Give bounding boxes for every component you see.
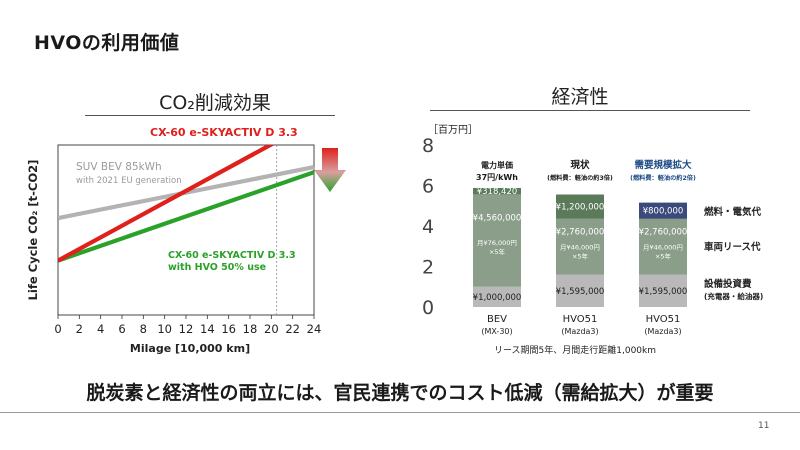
cost-y-tick-label: 0	[422, 297, 434, 319]
cost-y-tick-label: 4	[422, 216, 434, 238]
cost-category-header: 需要規模拡大	[634, 159, 692, 171]
cost-bar-value-label: ¥1,000,000	[473, 293, 522, 303]
cost-legend-fuel: 燃料・電気代	[704, 206, 762, 218]
page-number: 11	[758, 421, 770, 431]
co2-x-tick-label: 10	[157, 322, 172, 336]
cost-category-sub: (Mazda3)	[644, 327, 681, 336]
co2-x-tick-label: 18	[243, 322, 258, 336]
cost-category-header-sub: (燃料費：軽油の約3倍)	[547, 174, 613, 182]
cost-bar-value-label: ¥1,595,000	[639, 287, 688, 297]
co2-x-tick-label: 22	[285, 322, 300, 336]
cost-legend-equipment-sub: (充電器・給油器)	[704, 291, 763, 301]
cost-category-header: 電力単価	[481, 160, 513, 170]
cost-bar-segment	[556, 194, 604, 219]
co2-panel-title-underline	[85, 115, 335, 116]
co2-series-line-green	[58, 170, 315, 263]
co2-x-tick-label: 8	[140, 322, 147, 336]
co2-x-tick-label: 24	[307, 322, 322, 336]
conclusion-statement: 脱炭素と経済性の両立には、官民連携でのコスト低減（需給拡大）が重要	[86, 382, 714, 404]
co2-x-axis-label: Milage [10,000 km]	[130, 342, 250, 355]
economy-panel-title-underline	[430, 110, 750, 111]
co2-series-sublabel-gray: with 2021 EU generation	[76, 176, 182, 186]
co2-x-tick-label: 16	[221, 322, 236, 336]
cost-y-tick-label: 6	[422, 176, 434, 198]
cost-category-name: HVO51	[646, 314, 681, 325]
co2-series-sublabel-green: with HVO 50% use	[168, 262, 266, 273]
cost-bar-segment	[473, 286, 521, 307]
co2-x-tick-label: 20	[264, 322, 279, 336]
cost-bar-segment	[639, 202, 687, 219]
cost-bar-segment	[639, 274, 687, 307]
cost-category-sub: (Mazda3)	[561, 327, 598, 336]
cost-bar-monthly-label: 月¥46,000円	[643, 244, 683, 252]
reduction-arrow-icon	[314, 148, 346, 192]
cost-legend-lease: 車両リース代	[704, 241, 761, 253]
cost-category-header-sub: (燃料費：軽油の約2倍)	[630, 174, 696, 182]
footer-divider	[0, 412, 800, 413]
cost-bar-period-label: ×5年	[655, 252, 672, 261]
cost-bar-segment	[556, 274, 604, 307]
co2-panel-title: CO₂削減効果	[159, 92, 271, 114]
co2-x-tick-label: 14	[200, 322, 215, 336]
cost-y-tick-label: 2	[422, 257, 434, 279]
cost-bar-segment	[473, 187, 521, 195]
cost-category-header-sub: 37円/kWh	[476, 173, 518, 182]
cost-bar-value-label: ¥2,760,000	[639, 227, 688, 237]
co2-series-label-red: CX-60 e-SKYACTIV D 3.3	[150, 126, 298, 139]
cost-bar-value-label: ¥800,000	[643, 207, 684, 217]
cost-category-sub: (MX-30)	[481, 327, 512, 336]
cost-x-axis-note: リース期間5年、月間走行距離1,000km	[494, 344, 656, 356]
cost-bar-segment	[639, 218, 687, 275]
cost-bar-value-label: ¥2,760,000	[556, 227, 605, 237]
cost-bar-period-label: ×5年	[489, 247, 506, 256]
cost-bar-monthly-label: 月¥76,000円	[477, 239, 517, 247]
co2-series-label-gray: SUV BEV 85kWh	[76, 161, 162, 173]
cost-legend-equipment: 設備投資費	[704, 278, 752, 290]
economy-panel-title: 経済性	[551, 86, 609, 108]
cost-bar-segment	[473, 194, 521, 287]
slide-title: HVOの利用価値	[34, 32, 180, 54]
cost-bar-value-label: ¥1,595,000	[556, 287, 605, 297]
cost-bar-segment	[556, 218, 604, 275]
co2-y-axis-label: Life Cycle CO₂ [t-CO2]	[26, 160, 40, 301]
cost-bar-value-label: ¥1,200,000	[556, 203, 605, 213]
co2-series-line-red	[58, 145, 275, 263]
cost-y-unit: ［百万円］	[428, 124, 478, 136]
co2-x-tick-label: 0	[54, 322, 61, 336]
co2-plot-area	[57, 144, 315, 316]
cost-category-name: HVO51	[563, 314, 598, 325]
co2-x-tick-label: 4	[97, 322, 104, 336]
co2-x-tick-label: 12	[179, 322, 194, 336]
cost-category-name: BEV	[487, 314, 507, 325]
co2-line-chart: CX-60 e-SKYACTIV D 3.3 SUV BEV 85kWh with …	[26, 126, 346, 355]
cost-bar-value-label: ¥318,420	[477, 187, 518, 197]
cost-category-header: 現状	[570, 159, 590, 171]
co2-series-label-green: CX-60 e-SKYACTIV D 3.3	[168, 250, 296, 261]
cost-bar-monthly-label: 月¥46,000円	[560, 244, 600, 252]
cost-bar-value-label: ¥4,560,000	[473, 213, 522, 223]
co2-x-tick-label: 2	[76, 322, 83, 336]
cost-bar-chart: ［百万円］ 0 2 4 6 8 ¥1,000,000 ¥4,560,000 月¥76,000…	[422, 124, 763, 356]
cost-y-tick-label: 8	[422, 135, 434, 157]
cost-bar-period-label: ×5年	[572, 252, 589, 261]
co2-x-tick-label: 6	[118, 322, 125, 336]
